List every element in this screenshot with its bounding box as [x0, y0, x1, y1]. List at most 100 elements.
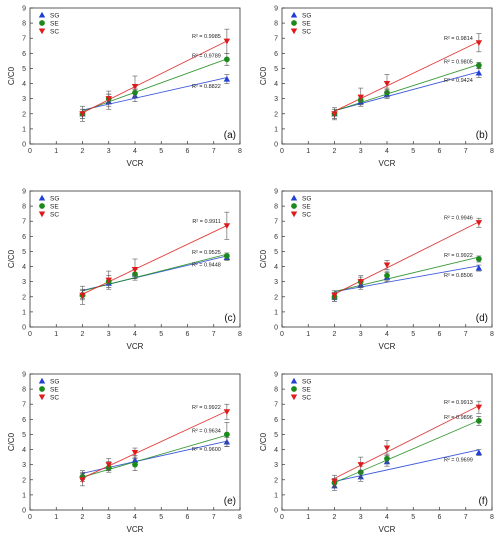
chart-panel-3: 0 1 2 3 4 5 6 7 8 0 1 2 3 4 5 6 7 8 9 VCR C/C0 R² = 0.9911 R² …	[7, 189, 242, 352]
x-tick-label: 5	[411, 514, 415, 521]
x-axis-label: VCR	[127, 342, 144, 351]
y-tick-label: 7	[274, 36, 278, 43]
y-tick-label: 7	[22, 402, 26, 409]
y-tick-label: 1	[274, 309, 278, 316]
x-tick-label: 4	[133, 514, 137, 521]
panel-label: (c)	[224, 313, 236, 324]
data-point-sc	[475, 220, 483, 226]
y-tick-label: 1	[22, 492, 26, 499]
legend-label-sg: SG	[302, 196, 311, 203]
legend-label-sg: SG	[50, 196, 59, 203]
data-point-se	[475, 62, 482, 69]
data-point-sc	[331, 478, 338, 485]
x-tick-label: 1	[54, 331, 58, 338]
y-tick-label: 6	[274, 417, 278, 424]
fit-line-sg	[334, 265, 479, 293]
series-sc	[331, 217, 483, 301]
legend-label-se: SE	[302, 204, 311, 211]
y-axis-label: C/C0	[259, 66, 268, 85]
data-point-se	[384, 272, 390, 279]
fit-line-se	[334, 420, 480, 484]
data-point-sc	[131, 450, 139, 456]
legend-marker-sg	[38, 11, 46, 18]
series-sc	[79, 211, 231, 305]
data-point-sc	[475, 40, 483, 46]
data-point-sc	[105, 96, 112, 102]
y-tick-label: 3	[22, 96, 26, 103]
legend-label-sc: SC	[50, 395, 59, 402]
y-tick-label: 4	[22, 81, 26, 88]
x-tick-label: 3	[359, 148, 363, 155]
r2-label-sg: R² = 0.9424	[444, 78, 473, 84]
y-tick-label: 9	[22, 6, 26, 13]
y-tick-label: 5	[22, 249, 26, 256]
data-point-sg	[475, 449, 483, 456]
legend-label-sc: SC	[302, 29, 311, 36]
y-tick-label: 5	[22, 432, 26, 439]
y-tick-label: 7	[22, 36, 26, 43]
data-point-sc	[79, 111, 86, 117]
x-tick-label: 7	[464, 148, 468, 155]
x-tick-label: 2	[333, 331, 337, 338]
data-point-sc	[357, 462, 364, 468]
data-point-sc	[357, 94, 364, 101]
y-axis-label: C/C0	[259, 432, 268, 451]
y-tick-label: 2	[274, 111, 278, 118]
x-tick-label: 1	[306, 331, 310, 338]
x-axis-label: VCR	[379, 525, 396, 534]
fit-line-sc	[82, 410, 228, 479]
legend-marker-sc	[290, 394, 298, 401]
x-tick-label: 0	[28, 331, 32, 338]
x-tick-label: 7	[212, 148, 216, 155]
plot-frame	[281, 190, 493, 328]
legend-marker-se	[39, 386, 45, 392]
x-tick-label: 5	[159, 331, 163, 338]
x-tick-label: 8	[238, 148, 242, 155]
r2-label-sc: R² = 0.9913	[444, 400, 473, 406]
legend-marker-se	[291, 203, 297, 209]
y-tick-label: 9	[22, 189, 26, 196]
legend-marker-sc	[38, 394, 46, 401]
series-sg	[79, 74, 231, 122]
y-tick-label: 5	[274, 66, 278, 73]
data-point-se	[223, 431, 230, 438]
data-point-sg	[475, 69, 483, 76]
legend-marker-se	[291, 386, 297, 392]
chart-panel-6: 0 1 2 3 4 5 6 7 8 0 1 2 3 4 5 6 7 8 9 VCR C/C0 R² = 0.9913 R² …	[259, 372, 494, 535]
chart-panel-4: 0 1 2 3 4 5 6 7 8 0 1 2 3 4 5 6 7 8 9 VCR C/C0 R² = 0.9946 R² …	[259, 189, 494, 352]
x-tick-label: 1	[306, 148, 310, 155]
legend-marker-sc	[38, 28, 46, 35]
x-tick-label: 3	[359, 514, 363, 521]
legend-marker-sg	[290, 194, 298, 201]
legend-label-sc: SC	[50, 212, 59, 219]
y-tick-label: 3	[274, 462, 278, 469]
y-tick-label: 0	[274, 142, 278, 149]
y-tick-label: 7	[274, 219, 278, 226]
panel-label: (d)	[476, 313, 488, 324]
x-tick-label: 2	[333, 514, 337, 521]
panel-label: (f)	[479, 496, 488, 507]
y-tick-label: 0	[22, 325, 26, 332]
y-tick-label: 1	[274, 492, 278, 499]
legend-marker-se	[291, 20, 297, 26]
y-tick-label: 2	[274, 477, 278, 484]
series-sg	[331, 449, 483, 491]
legend-marker-sg	[38, 194, 46, 201]
r2-label-se: R² = 0.9789	[192, 53, 221, 59]
fit-line-sc	[82, 40, 228, 114]
x-tick-label: 3	[107, 514, 111, 521]
panel-label: (e)	[224, 496, 236, 507]
data-point-sg	[223, 75, 231, 82]
x-tick-label: 2	[81, 514, 85, 521]
series-sg	[79, 437, 231, 481]
x-tick-label: 5	[159, 148, 163, 155]
y-tick-label: 2	[22, 477, 26, 484]
x-tick-label: 8	[490, 148, 494, 155]
fit-line-se	[82, 434, 228, 478]
x-tick-label: 6	[186, 514, 190, 521]
y-tick-label: 7	[22, 219, 26, 226]
y-tick-label: 3	[22, 279, 26, 286]
y-tick-label: 8	[274, 204, 278, 211]
r2-label-sg: R² = 0.9448	[192, 262, 221, 268]
